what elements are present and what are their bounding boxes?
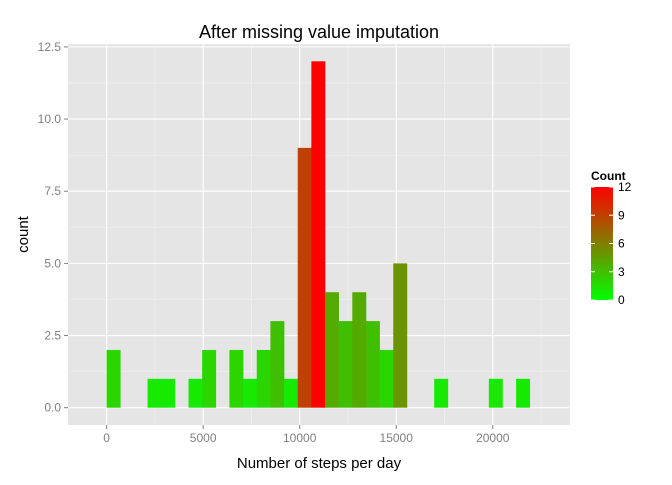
y-tick-label: 7.5: [44, 184, 61, 198]
bar: [488, 378, 503, 408]
bar: [379, 349, 394, 408]
legend-title: Count: [591, 169, 626, 183]
legend-ticks: 0 3 6 9 12: [591, 180, 632, 307]
bar: [297, 147, 312, 408]
x-axis-ticks: 0 5000 10000 15000 20000: [103, 425, 510, 445]
bar: [147, 378, 162, 408]
bar: [270, 321, 285, 408]
legend-tick-label: 3: [618, 265, 625, 279]
bar: [352, 292, 367, 408]
x-tick-label: 10000: [283, 431, 317, 445]
bar: [365, 321, 380, 408]
bar: [434, 378, 449, 408]
y-tick-label: 0.0: [44, 401, 61, 415]
chart-title: After missing value imputation: [199, 22, 439, 42]
y-tick-label: 10.0: [38, 112, 62, 126]
y-axis-ticks: 0.0 2.5 5.0 7.5 10.0 12.5: [38, 40, 68, 415]
bar: [243, 378, 258, 408]
x-tick-label: 20000: [476, 431, 510, 445]
bar: [188, 378, 203, 408]
y-tick-label: 5.0: [44, 256, 61, 270]
bar: [338, 321, 353, 408]
bar: [256, 349, 271, 408]
legend-colorbar: [591, 187, 613, 300]
bar: [106, 349, 121, 408]
bar: [284, 378, 299, 408]
legend-tick-label: 6: [618, 237, 625, 251]
bar: [325, 292, 339, 408]
bar: [229, 349, 244, 408]
bar: [393, 263, 408, 408]
x-tick-label: 15000: [380, 431, 414, 445]
y-axis-title: count: [15, 215, 32, 253]
y-tick-label: 12.5: [38, 40, 62, 54]
legend-tick-label: 12: [618, 180, 632, 194]
x-axis-title: Number of steps per day: [237, 455, 402, 472]
bar: [311, 61, 326, 408]
legend-tick-label: 9: [618, 208, 625, 222]
color-legend: Count 0 3 6 9 12: [591, 169, 632, 307]
bars: [106, 61, 531, 408]
x-tick-label: 5000: [190, 431, 217, 445]
y-tick-label: 2.5: [44, 329, 61, 343]
x-tick-label: 0: [103, 431, 110, 445]
legend-tick-label: 0: [618, 293, 625, 307]
bar: [161, 378, 176, 408]
bar: [516, 378, 531, 408]
bar: [202, 349, 217, 408]
